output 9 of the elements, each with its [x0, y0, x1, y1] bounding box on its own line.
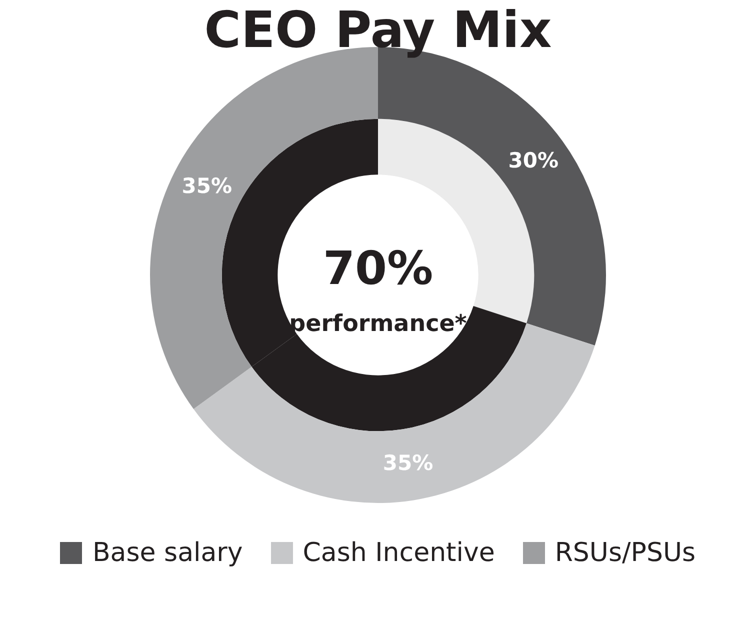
text: 70%: [322, 240, 434, 295]
legend-label: Cash Incentive: [302, 538, 495, 568]
data-label: 35%: [382, 451, 434, 476]
chart-title: CEO Pay Mix: [203, 0, 553, 61]
data-label: 35%: [182, 174, 232, 198]
data-label: 30%: [508, 148, 559, 173]
legend-label: Base salary: [92, 538, 243, 568]
legend-label: RSUs/PSUs: [554, 538, 696, 568]
text: performance*: [289, 310, 467, 337]
